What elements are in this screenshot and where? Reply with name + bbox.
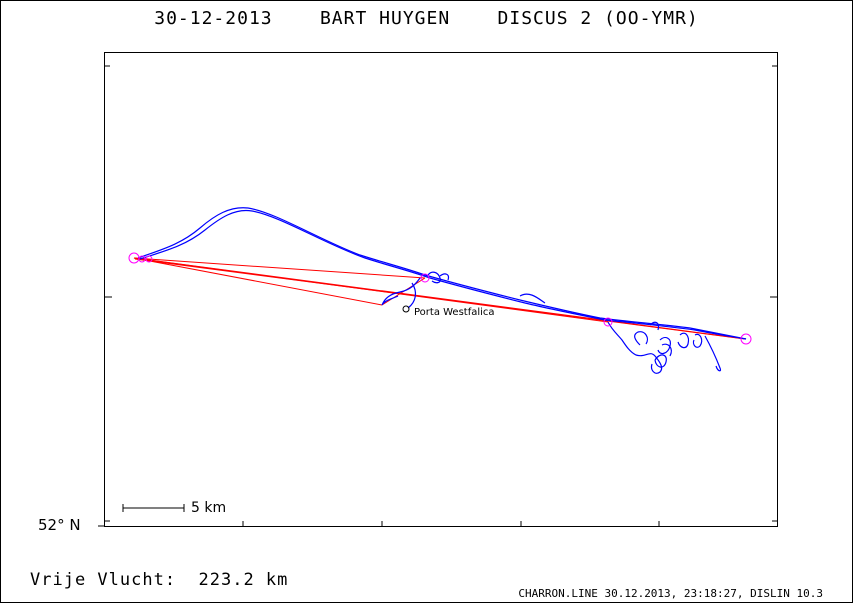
track-main-2 [139,209,747,340]
task-lines [133,257,747,340]
track-loop-west [381,271,441,309]
credit-text: CHARRON.LINE 30.12.2013, 23:18:27, DISLI… [518,587,823,600]
turnpoint-start-2 [138,255,146,263]
turnpoint-finish [740,333,752,345]
turnpoints [128,252,752,345]
track-loop-mid [439,273,546,304]
track-main [137,207,747,340]
scale-bar [122,504,185,512]
track-loop-east-1 [607,321,663,374]
turnpoint-1 [420,273,430,283]
place-marker-porta-westfalica [402,305,410,313]
place-label: Porta Westfalica [414,307,495,318]
flight-title: 30-12-2013 BART HUYGEN DISCUS 2 (OO-YMR) [154,8,699,29]
scale-bar-label: 5 km [191,500,227,516]
flight-track [137,207,747,374]
track-loop-east-2 [657,332,722,372]
task-leg-2 [133,257,383,306]
latitude-label: 52° N [38,516,81,534]
task-leg-1 [133,257,426,279]
plot-frame [104,52,778,527]
task-leg-4 [133,257,609,323]
distance-text: Vrije Vlucht: 223.2 km [30,570,289,590]
axis-ticks [98,65,778,527]
track-loop-east-3 [654,343,672,368]
turnpoint-2 [603,317,613,327]
turnpoint-start-3 [145,255,153,263]
